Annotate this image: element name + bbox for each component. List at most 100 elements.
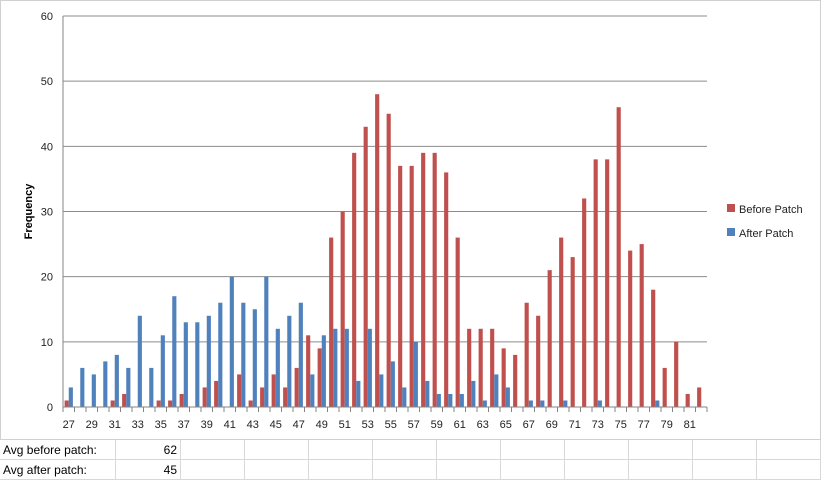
bar-before-patch (363, 126, 368, 408)
bar-after-patch (68, 387, 73, 407)
bar-after-patch (425, 380, 430, 407)
avg-after-value[interactable]: 45 (116, 460, 181, 480)
sheet-cell[interactable] (437, 460, 501, 480)
bar-before-patch (467, 328, 472, 407)
bar-after-patch (172, 296, 177, 407)
x-tick-label: 29 (86, 419, 98, 431)
sheet-cell[interactable] (629, 440, 693, 460)
bar-before-patch (306, 335, 311, 407)
legend-label: After Patch (739, 228, 793, 240)
sheet-cell[interactable] (757, 440, 821, 460)
avg-after-label[interactable]: Avg after patch: (0, 460, 116, 480)
bar-before-patch (110, 400, 115, 407)
x-tick-label: 53 (362, 419, 374, 431)
x-tick-label: 49 (316, 419, 328, 431)
x-tick-label: 69 (546, 419, 558, 431)
bar-before-patch (64, 400, 69, 407)
bar-before-patch (248, 400, 253, 407)
sheet-cell[interactable] (181, 460, 245, 480)
x-tick-label: 47 (293, 419, 305, 431)
bar-before-patch (237, 374, 242, 407)
bar-before-patch (214, 380, 219, 407)
x-tick-label: 35 (155, 419, 167, 431)
x-tick-label: 67 (523, 419, 535, 431)
bar-after-patch (344, 328, 349, 407)
bar-after-patch (402, 387, 407, 407)
bar-after-patch (206, 315, 211, 407)
x-tick-label: 55 (385, 419, 397, 431)
sheet-cell[interactable] (309, 460, 373, 480)
bar-after-patch (333, 328, 338, 407)
x-tick-label: 77 (638, 419, 650, 431)
x-tick-label: 51 (339, 419, 351, 431)
bar-before-patch (432, 152, 437, 407)
bar-after-patch (229, 276, 234, 407)
bar-after-patch (218, 302, 223, 407)
sheet-cell[interactable] (693, 460, 757, 480)
bar-after-patch (287, 315, 292, 407)
sheet-cell[interactable] (245, 440, 309, 460)
sheet-cell[interactable] (629, 460, 693, 480)
sheet-cell[interactable] (245, 460, 309, 480)
bar-before-patch (271, 374, 276, 407)
bar-before-patch (490, 328, 495, 407)
bar-before-patch (662, 367, 667, 407)
x-tick-label: 43 (247, 419, 259, 431)
bar-before-patch (582, 198, 587, 407)
sheet-cell[interactable] (373, 440, 437, 460)
bar-before-patch (375, 94, 380, 407)
bar-before-patch (559, 237, 564, 407)
bar-after-patch (310, 374, 315, 407)
x-tick-label: 81 (684, 419, 696, 431)
bar-before-patch (674, 341, 679, 407)
bar-before-patch (317, 348, 322, 407)
bar-after-patch (459, 393, 464, 407)
bar-before-patch (455, 237, 460, 407)
avg-before-label[interactable]: Avg before patch: (0, 440, 116, 460)
histogram-chart: 0 10 20 30 40 50 60 27 29 31 33 35 37 39 41 43 45 47 49 51 5… (23, 11, 803, 431)
bar-before-patch (651, 289, 656, 407)
x-tick-label: 39 (201, 419, 213, 431)
bar-after-patch (367, 328, 372, 407)
x-tick-label: 45 (270, 419, 282, 431)
bar-before-patch (593, 159, 598, 407)
sheet-cell[interactable] (309, 440, 373, 460)
sheet-cell[interactable] (565, 440, 629, 460)
sheet-cell[interactable] (373, 460, 437, 480)
bar-after-patch (528, 400, 533, 407)
sheet-cell[interactable] (693, 440, 757, 460)
legend-swatch (727, 228, 735, 236)
bar-before-patch (386, 113, 391, 407)
sheet-cell[interactable] (181, 440, 245, 460)
avg-before-value[interactable]: 62 (116, 440, 181, 460)
sheet-cell[interactable] (501, 460, 565, 480)
y-tick-label: 20 (41, 272, 53, 284)
x-tick-label: 31 (109, 419, 121, 431)
bar-after-patch (448, 393, 453, 407)
bar-before-patch (478, 328, 483, 407)
y-tick-label: 60 (41, 11, 53, 23)
bar-after-patch (655, 400, 660, 407)
sheet-cell[interactable] (501, 440, 565, 460)
bar-after-patch (103, 361, 108, 407)
x-tick-label: 33 (132, 419, 144, 431)
x-tick-label: 57 (408, 419, 420, 431)
bar-after-patch (379, 374, 384, 407)
bar-before-patch (513, 354, 518, 407)
x-tick-label: 27 (63, 419, 75, 431)
sheet-cell[interactable] (437, 440, 501, 460)
chart-area: 0 10 20 30 40 50 60 27 29 31 33 35 37 39 41 43 45 47 49 51 5… (0, 0, 821, 440)
bar-before-patch (179, 393, 184, 407)
bar-before-patch (501, 348, 506, 407)
bar-before-patch (570, 257, 575, 407)
y-tick-label: 0 (47, 402, 53, 414)
bar-after-patch (505, 387, 510, 407)
x-tick-label: 59 (431, 419, 443, 431)
bar-after-patch (298, 302, 303, 407)
bar-before-patch (202, 387, 207, 407)
bar-after-patch (160, 335, 165, 407)
sheet-cell[interactable] (757, 460, 821, 480)
bar-after-patch (275, 328, 280, 407)
y-tick-label: 40 (41, 141, 53, 153)
sheet-cell[interactable] (565, 460, 629, 480)
